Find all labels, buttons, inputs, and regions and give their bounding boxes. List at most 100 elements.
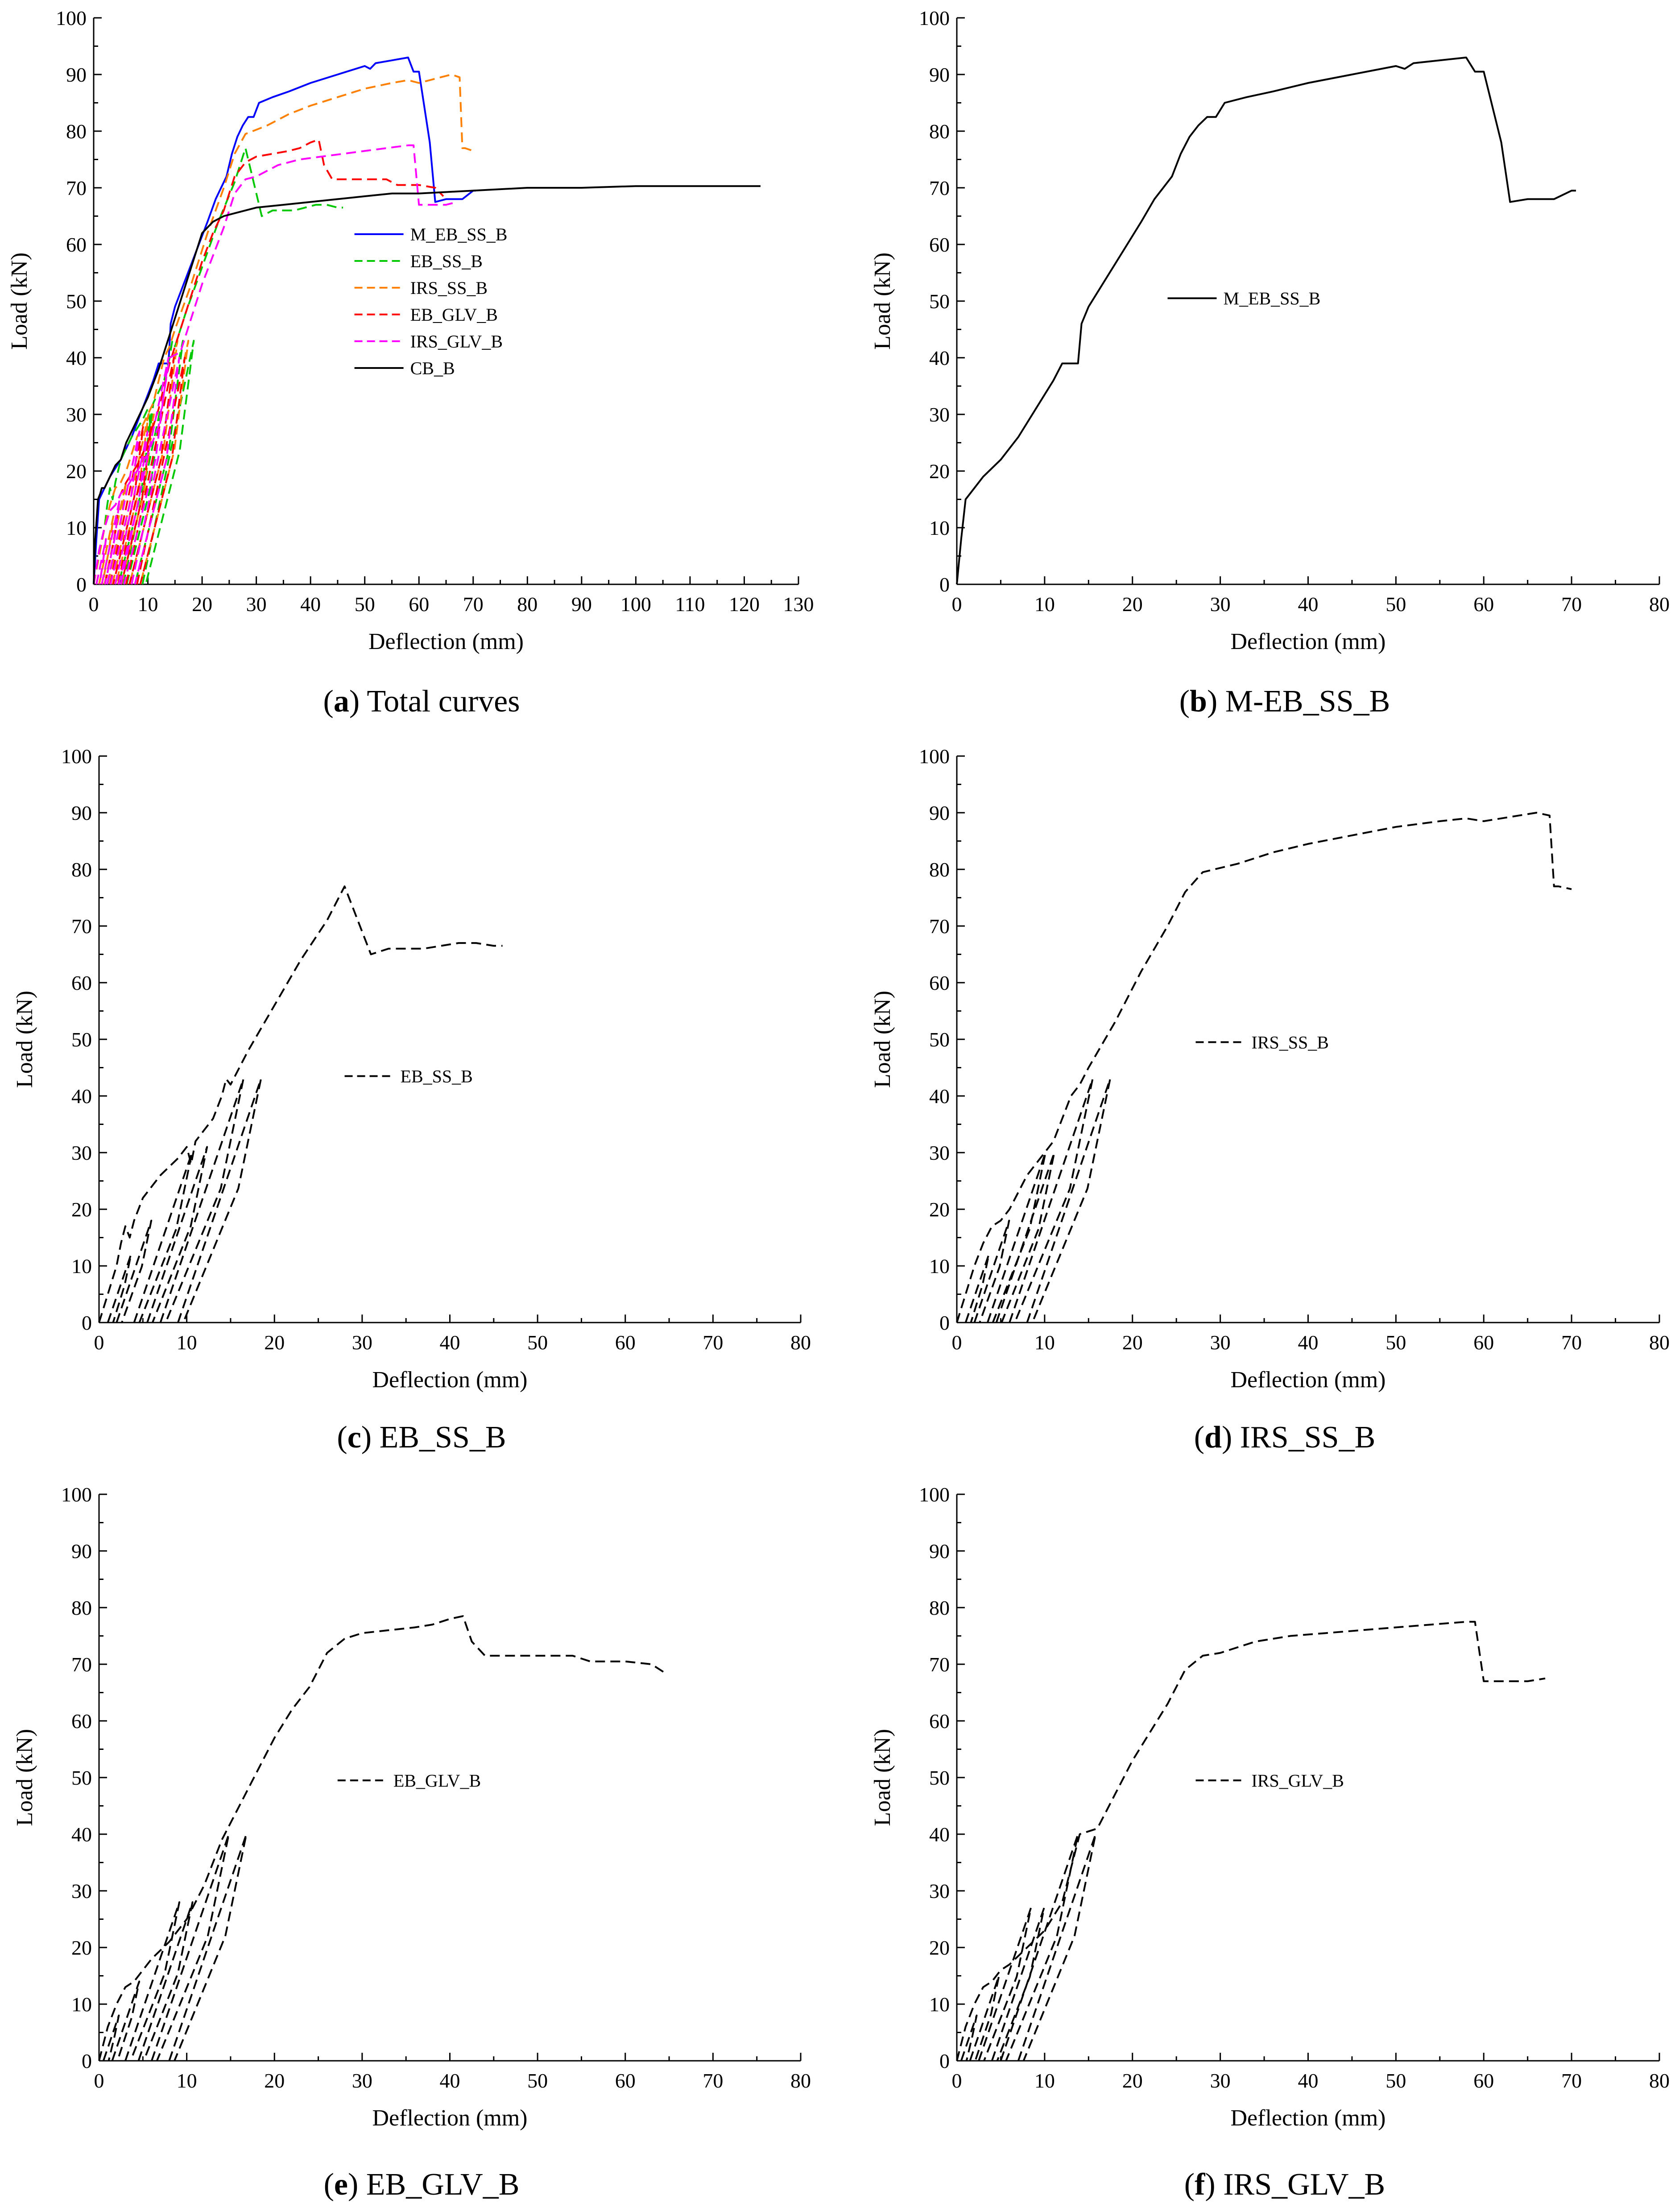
y-tick-label: 90 bbox=[71, 802, 92, 824]
series-loop-EB_SS_B bbox=[107, 1253, 132, 1323]
y-tick-label: 60 bbox=[66, 233, 87, 256]
caption-paren: ( bbox=[1179, 684, 1190, 719]
x-tick-label: 0 bbox=[952, 2069, 962, 2092]
y-tick-label: 40 bbox=[71, 1085, 92, 1108]
x-tick-label: 20 bbox=[264, 2069, 285, 2092]
series-loop-EB_SS_B bbox=[177, 1078, 262, 1323]
y-tick-label: 70 bbox=[66, 177, 87, 199]
series-loop-IRS_SS_B bbox=[995, 1152, 1055, 1323]
series-loop-IRS_GLV_B bbox=[991, 1907, 1045, 2061]
x-tick-label: 30 bbox=[246, 593, 267, 616]
caption-paren: ) bbox=[348, 2167, 358, 2202]
y-tick-label: 80 bbox=[929, 1596, 950, 1619]
y-tick-label: 80 bbox=[66, 120, 87, 143]
x-tick-label: 20 bbox=[1122, 1331, 1143, 1354]
x-tick-label: 0 bbox=[94, 1331, 104, 1354]
y-tick-label: 0 bbox=[939, 1311, 950, 1334]
series-loop-EB_SS_B bbox=[159, 1078, 244, 1323]
y-tick-label: 40 bbox=[71, 1823, 92, 1846]
caption-paren: ) bbox=[349, 684, 360, 719]
series-loop-IRS_SS_B bbox=[1026, 1078, 1111, 1323]
x-tick-label: 40 bbox=[300, 593, 321, 616]
legend-label: IRS_GLV_B bbox=[410, 331, 503, 351]
x-tick-label: 20 bbox=[192, 593, 212, 616]
series-line-M_EB_SS_B bbox=[956, 56, 1576, 585]
series-line-IRS_GLV_B bbox=[956, 1621, 1546, 2061]
caption-title: IRS_SS_B bbox=[1232, 1420, 1375, 1455]
series-line-EB_SS_B bbox=[93, 147, 343, 585]
caption-paren: ) bbox=[1205, 2167, 1215, 2202]
series-loop-IRS_SS_B bbox=[987, 1152, 1046, 1323]
x-tick-label: 70 bbox=[703, 1331, 723, 1354]
y-tick-label: 60 bbox=[71, 972, 92, 994]
caption-letter: a bbox=[334, 684, 349, 719]
series-loop-EB_GLV_B bbox=[109, 425, 145, 585]
x-tick-label: 30 bbox=[352, 2069, 372, 2092]
legend-label: M_EB_SS_B bbox=[410, 224, 508, 244]
y-tick-label: 30 bbox=[71, 1880, 92, 1902]
series-loop-IRS_GLV_B bbox=[969, 1975, 1000, 2061]
x-tick-label: 30 bbox=[1210, 2069, 1231, 2092]
x-tick-label: 10 bbox=[1034, 593, 1055, 616]
legend-label: M_EB_SS_B bbox=[1224, 289, 1321, 309]
x-tick-label: 50 bbox=[527, 1331, 548, 1354]
x-tick-label: 10 bbox=[177, 1331, 197, 1354]
x-axis-title: Deflection (mm) bbox=[1231, 629, 1386, 654]
series-loop-EB_SS_B bbox=[133, 1152, 193, 1323]
series-line-EB_SS_B bbox=[98, 885, 503, 1323]
y-tick-label: 70 bbox=[929, 1653, 950, 1676]
y-tick-label: 90 bbox=[929, 63, 950, 86]
x-tick-label: 20 bbox=[1122, 2069, 1143, 2092]
series-line-IRS_GLV_B bbox=[93, 144, 457, 585]
y-tick-label: 0 bbox=[939, 573, 950, 596]
caption-letter: c bbox=[347, 1420, 361, 1455]
panel-caption: (c) EB_SS_B bbox=[337, 1420, 506, 1455]
series-loop-EB_SS_B bbox=[116, 1220, 153, 1323]
y-tick-label: 60 bbox=[71, 1710, 92, 1732]
x-tick-label: 70 bbox=[1561, 593, 1582, 616]
y-tick-label: 70 bbox=[71, 915, 92, 938]
x-tick-label: 70 bbox=[1561, 1331, 1582, 1354]
y-tick-label: 70 bbox=[71, 1653, 92, 1676]
x-axis-title: Deflection (mm) bbox=[372, 2105, 528, 2131]
y-tick-label: 20 bbox=[929, 460, 950, 483]
panel-caption: (e) EB_GLV_B bbox=[324, 2167, 520, 2202]
x-tick-label: 80 bbox=[1649, 1331, 1670, 1354]
x-tick-label: 10 bbox=[1034, 2069, 1055, 2092]
x-tick-label: 120 bbox=[729, 593, 760, 616]
panel-caption: (b) M-EB_SS_B bbox=[1179, 684, 1390, 719]
y-tick-label: 0 bbox=[82, 2050, 92, 2072]
y-tick-label: 50 bbox=[929, 1028, 950, 1051]
caption-title: Total curves bbox=[360, 684, 520, 719]
y-tick-label: 0 bbox=[82, 1311, 92, 1334]
y-tick-label: 90 bbox=[929, 1540, 950, 1563]
series-loop-EB_SS_B bbox=[146, 1146, 208, 1323]
chart-panel-b: 0 10 20 30 40 50 60 70 80 90 100 0 10 20 30 40 50 60 70 80 D… bbox=[870, 7, 1670, 719]
y-axis-title: Load (kN) bbox=[12, 991, 37, 1088]
y-tick-label: 30 bbox=[929, 1880, 950, 1902]
y-tick-label: 90 bbox=[929, 802, 950, 824]
y-tick-label: 80 bbox=[929, 858, 950, 881]
caption-paren: ( bbox=[323, 684, 334, 719]
y-tick-label: 100 bbox=[61, 745, 92, 768]
series-loop-IRS_GLV_B bbox=[120, 357, 170, 585]
y-tick-label: 20 bbox=[929, 1936, 950, 1959]
x-tick-label: 80 bbox=[1649, 2069, 1670, 2092]
y-tick-label: 10 bbox=[71, 1993, 92, 2016]
caption-paren: ( bbox=[1194, 1420, 1204, 1455]
y-tick-label: 40 bbox=[929, 1085, 950, 1108]
caption-paren: ( bbox=[324, 2167, 334, 2202]
series-loop-IRS_GLV_B bbox=[95, 538, 107, 585]
series-loop-IRS_GLV_B bbox=[1017, 1833, 1097, 2061]
panel-caption: (a) Total curves bbox=[323, 684, 520, 719]
x-tick-label: 60 bbox=[1473, 593, 1494, 616]
x-tick-label: 100 bbox=[620, 593, 651, 616]
series-loop-IRS_SS_B bbox=[973, 1220, 1010, 1323]
y-tick-label: 30 bbox=[71, 1141, 92, 1164]
y-tick-label: 30 bbox=[929, 403, 950, 426]
caption-letter: e bbox=[334, 2167, 348, 2202]
chart-panel-a: 0 10 20 30 40 50 60 70 80 90 100 0 10 20 30 40 50 60 70 80 9… bbox=[7, 7, 814, 719]
caption-letter: d bbox=[1204, 1420, 1222, 1455]
x-tick-label: 70 bbox=[703, 2069, 723, 2092]
x-tick-label: 40 bbox=[1298, 1331, 1319, 1354]
